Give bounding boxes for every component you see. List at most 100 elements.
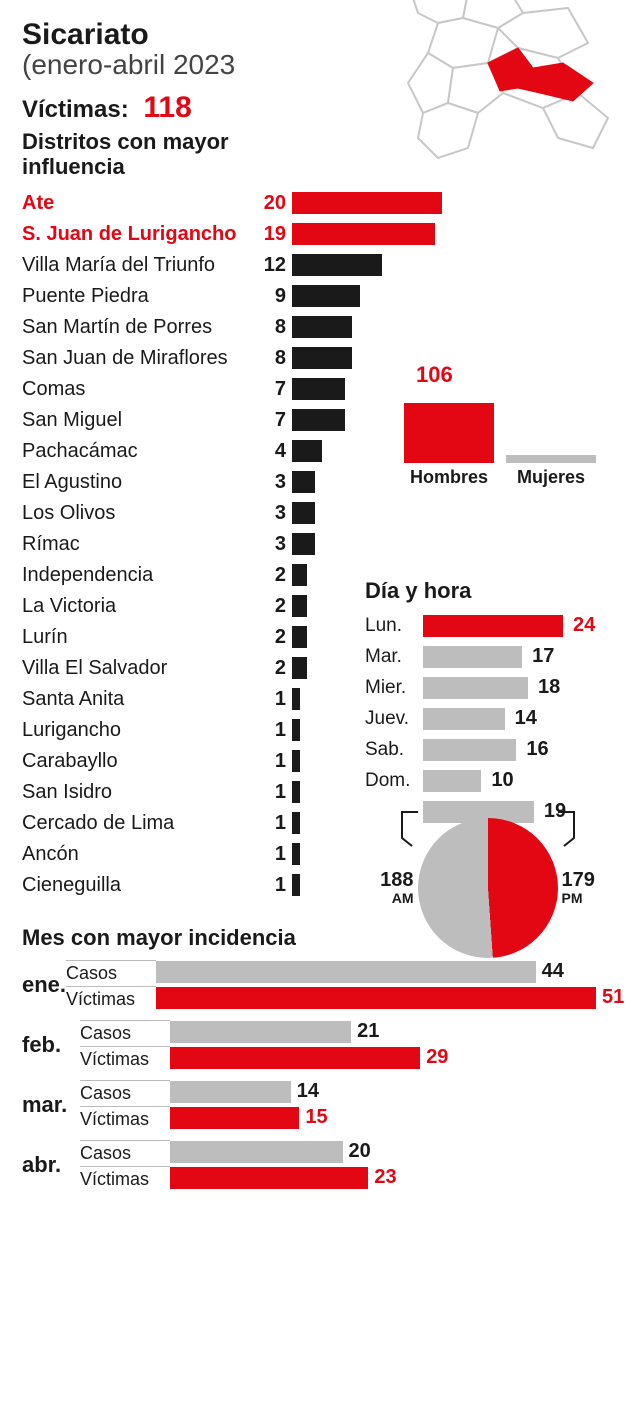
district-value: 7: [257, 409, 292, 432]
month-block: mar.Casos 14 Víctimas 15: [22, 1079, 618, 1131]
month-label: feb.: [22, 1032, 80, 1058]
district-bar: [292, 316, 352, 338]
victimas-label: Víctimas: [80, 1166, 170, 1190]
victimas-value: 51: [602, 986, 624, 1009]
victimas-bar: [170, 1167, 368, 1189]
district-value: 12: [257, 254, 292, 277]
casos-value: 21: [357, 1020, 379, 1043]
day-bar: [423, 708, 505, 730]
district-label: Ancón: [22, 843, 257, 866]
district-row: San Juan de Miraflores8: [22, 343, 618, 374]
district-label: San Martín de Porres: [22, 316, 257, 339]
district-bar: [292, 285, 360, 307]
dayhour-heading: Día y hora: [365, 578, 610, 604]
gender-men-bar: [404, 403, 494, 463]
day-label: Sab.: [365, 739, 417, 761]
district-label: San Miguel: [22, 409, 257, 432]
district-label: El Agustino: [22, 471, 257, 494]
district-value: 2: [257, 657, 292, 680]
district-value: 4: [257, 440, 292, 463]
day-row: Mar.17: [365, 641, 610, 672]
victimas-value: 29: [426, 1046, 448, 1069]
district-bar: [292, 440, 322, 462]
district-bar: [292, 502, 315, 524]
district-bar: [292, 657, 307, 679]
month-label: mar.: [22, 1092, 80, 1118]
day-row: Mier.18: [365, 672, 610, 703]
district-label: S. Juan de Lurigancho: [22, 223, 257, 246]
district-label: Lurín: [22, 626, 257, 649]
district-bar: [292, 750, 300, 772]
district-bar: [292, 347, 352, 369]
dayhour-chart: Día y hora Lun.24Mar.17Mier.18Juev.14Sab…: [365, 578, 610, 827]
month-block: feb.Casos 21 Víctimas 29: [22, 1019, 618, 1071]
district-label: Pachacámac: [22, 440, 257, 463]
victimas-value: 23: [374, 1166, 396, 1189]
day-value: 17: [532, 645, 554, 668]
pm-label: PM: [562, 890, 611, 906]
district-label: Independencia: [22, 564, 257, 587]
victimas-label: Víctimas: [80, 1106, 170, 1130]
victimas-label: Víctimas: [80, 1046, 170, 1070]
district-value: 1: [257, 719, 292, 742]
casos-label: Casos: [80, 1140, 170, 1164]
district-value: 20: [257, 192, 292, 215]
victimas-value: 15: [305, 1106, 327, 1129]
district-bar: [292, 781, 300, 803]
casos-value: 20: [349, 1140, 371, 1163]
district-label: San Isidro: [22, 781, 257, 804]
am-value: 188: [365, 870, 414, 890]
district-value: 3: [257, 533, 292, 556]
district-label: Villa El Salvador: [22, 657, 257, 680]
district-label: Lurigancho: [22, 719, 257, 742]
day-row: Lun.24: [365, 610, 610, 641]
district-label: San Juan de Miraflores: [22, 347, 257, 370]
day-label: Mier.: [365, 677, 417, 699]
header-block: Sicariato (enero-abril 2023 Víctimas: 11…: [22, 18, 618, 180]
district-bar: [292, 533, 315, 555]
district-value: 3: [257, 502, 292, 525]
casos-label: Casos: [80, 1080, 170, 1104]
victimas-bar: [170, 1047, 420, 1069]
district-label: Rímac: [22, 533, 257, 556]
district-value: 1: [257, 812, 292, 835]
month-block: abr.Casos20Víctimas23: [22, 1139, 618, 1191]
district-row: Ate20: [22, 188, 618, 219]
district-bar: [292, 843, 300, 865]
district-value: 1: [257, 781, 292, 804]
month-label: ene.: [22, 972, 66, 998]
district-row: San Martín de Porres8: [22, 312, 618, 343]
district-label: Los Olivos: [22, 502, 257, 525]
day-bar: [423, 677, 528, 699]
district-bar: [292, 471, 315, 493]
gender-women-label: Mujeres: [506, 467, 596, 488]
district-value: 7: [257, 378, 292, 401]
am-label: AM: [365, 890, 414, 906]
casos-value: 44: [542, 960, 564, 983]
month-block: ene.Casos44Víctimas51: [22, 959, 618, 1011]
day-label: Dom.: [365, 770, 417, 792]
district-bar: [292, 378, 345, 400]
district-row: Rímac3: [22, 529, 618, 560]
district-value: 3: [257, 471, 292, 494]
district-value: 2: [257, 564, 292, 587]
district-label: Ate: [22, 192, 257, 215]
district-label: La Victoria: [22, 595, 257, 618]
gender-men-label: Hombres: [404, 467, 494, 488]
day-value: 16: [526, 738, 548, 761]
district-bar: [292, 564, 307, 586]
victims-label: Víctimas:: [22, 96, 129, 123]
district-row: Villa María del Triunfo12: [22, 250, 618, 281]
district-bar: [292, 192, 442, 214]
district-bar: [292, 409, 345, 431]
ampm-pie-chart: 188 AM 179 PM: [365, 818, 610, 958]
district-label: Cercado de Lima: [22, 812, 257, 835]
casos-label: Casos: [80, 1020, 170, 1044]
district-value: 2: [257, 626, 292, 649]
casos-bar: [156, 961, 536, 983]
district-bar: [292, 223, 435, 245]
district-row: S. Juan de Lurigancho19: [22, 219, 618, 250]
pm-value: 179: [562, 870, 611, 890]
district-bar: [292, 626, 307, 648]
casos-value: 14: [297, 1080, 319, 1103]
